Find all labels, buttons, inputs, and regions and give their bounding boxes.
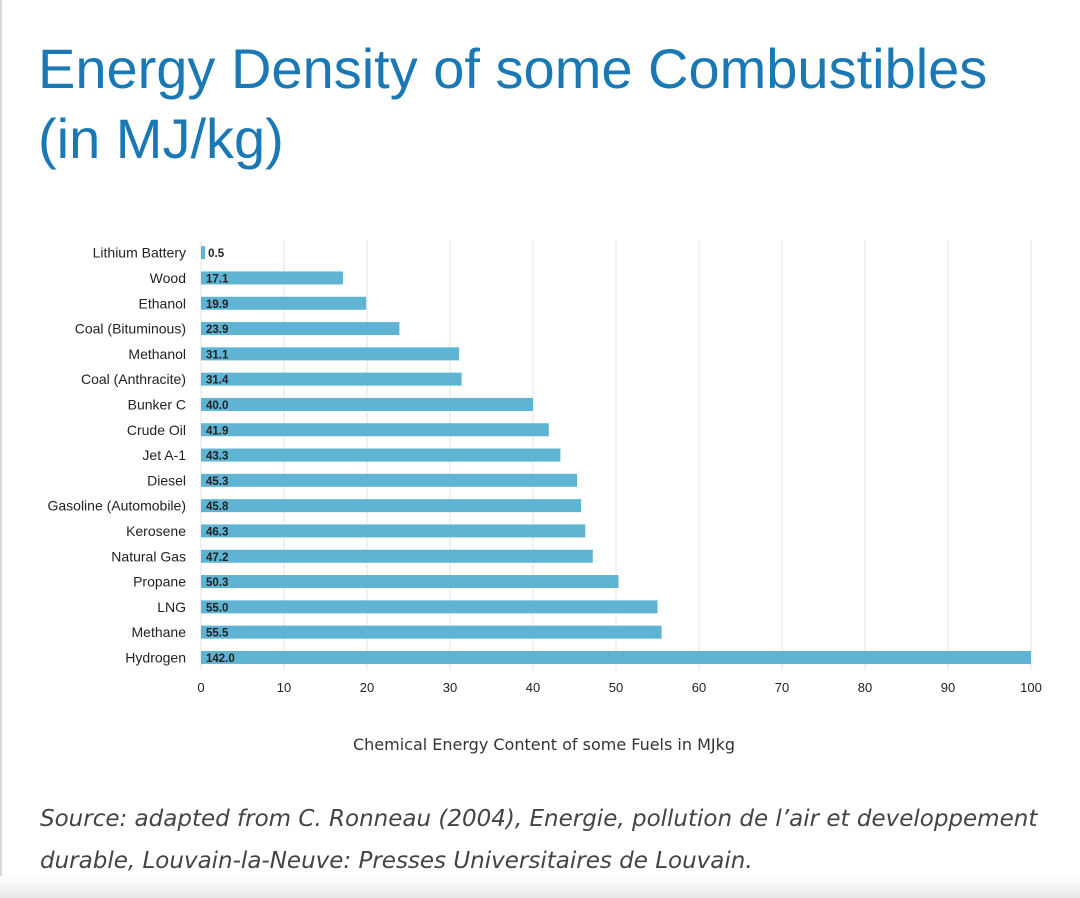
bar [201,296,367,310]
x-tick-label: 70 [775,680,789,695]
energy-density-chart: 0 10 20 30 40 50 60 70 80 90 100 Lithium Battery 0.5… [0,232,1080,762]
x-tick-label: 40 [526,680,540,695]
bar [201,246,206,260]
bottom-shade [0,876,1080,898]
value-label: 19.9 [206,299,228,311]
category-label: Kerosene [126,523,186,539]
category-label: Jet A-1 [142,447,186,463]
x-tick-label: 80 [858,680,872,695]
category-label: Ethanol [139,295,186,311]
bar [201,423,549,437]
x-tick-label: 0 [197,680,204,695]
bar [201,549,593,563]
category-label: Hydrogen [125,649,186,665]
chart-svg: 0 10 20 30 40 50 60 70 80 90 100 Lithium Battery 0.5… [47,240,1042,754]
category-label: Methane [132,624,187,640]
category-label: Diesel [147,472,186,488]
value-label: 45.3 [206,476,228,488]
value-label: 31.4 [206,375,229,387]
value-label: 47.2 [206,552,228,564]
x-tick-label: 50 [609,680,623,695]
x-tick-label: 100 [1020,680,1042,695]
x-tick-label: 60 [692,680,706,695]
bar [201,473,577,487]
bar [201,524,586,538]
category-label: Coal (Anthracite) [81,371,186,387]
bar [201,448,561,462]
value-label: 45.8 [206,501,229,513]
bar [201,600,658,614]
value-label: 23.9 [206,324,228,336]
bar [201,372,462,386]
value-label: 17.1 [206,273,229,285]
category-label: Coal (Bituminous) [75,321,186,337]
x-tick-label: 90 [941,680,955,695]
value-label: 31.1 [206,349,229,361]
x-tick-label: 30 [443,680,457,695]
value-label: 50.3 [206,577,228,589]
category-label: Lithium Battery [93,245,186,261]
category-label: Natural Gas [111,548,186,564]
value-label: 41.9 [206,425,228,437]
value-label: 0.5 [208,248,225,260]
category-label: Wood [150,270,186,286]
bar [201,322,400,336]
bar [201,650,1031,664]
value-label: 55.0 [206,602,228,614]
category-label: LNG [157,599,186,615]
value-label: 142.0 [206,653,235,665]
page-title: Energy Density of some Combustibles (in … [38,37,988,170]
bar [201,397,533,411]
bar [201,575,619,589]
source-citation: Source: adapted from C. Ronneau (2004), … [40,806,1038,874]
category-label: Propane [133,574,186,590]
bar [201,499,582,513]
value-label: 46.3 [206,526,228,538]
x-axis-title: Chemical Energy Content of some Fuels in… [353,735,735,754]
category-label: Gasoline (Automobile) [47,498,186,514]
value-label: 43.3 [206,451,228,463]
value-label: 55.5 [206,628,229,640]
value-label: 40.0 [206,400,228,412]
bar [201,347,460,361]
x-tick-label: 10 [277,680,291,695]
bar [201,271,343,285]
category-label: Methanol [128,346,186,362]
category-label: Bunker C [128,396,186,412]
bar [201,625,662,639]
x-tick-label: 20 [360,680,374,695]
page-edge [0,0,2,898]
category-label: Crude Oil [127,422,186,438]
